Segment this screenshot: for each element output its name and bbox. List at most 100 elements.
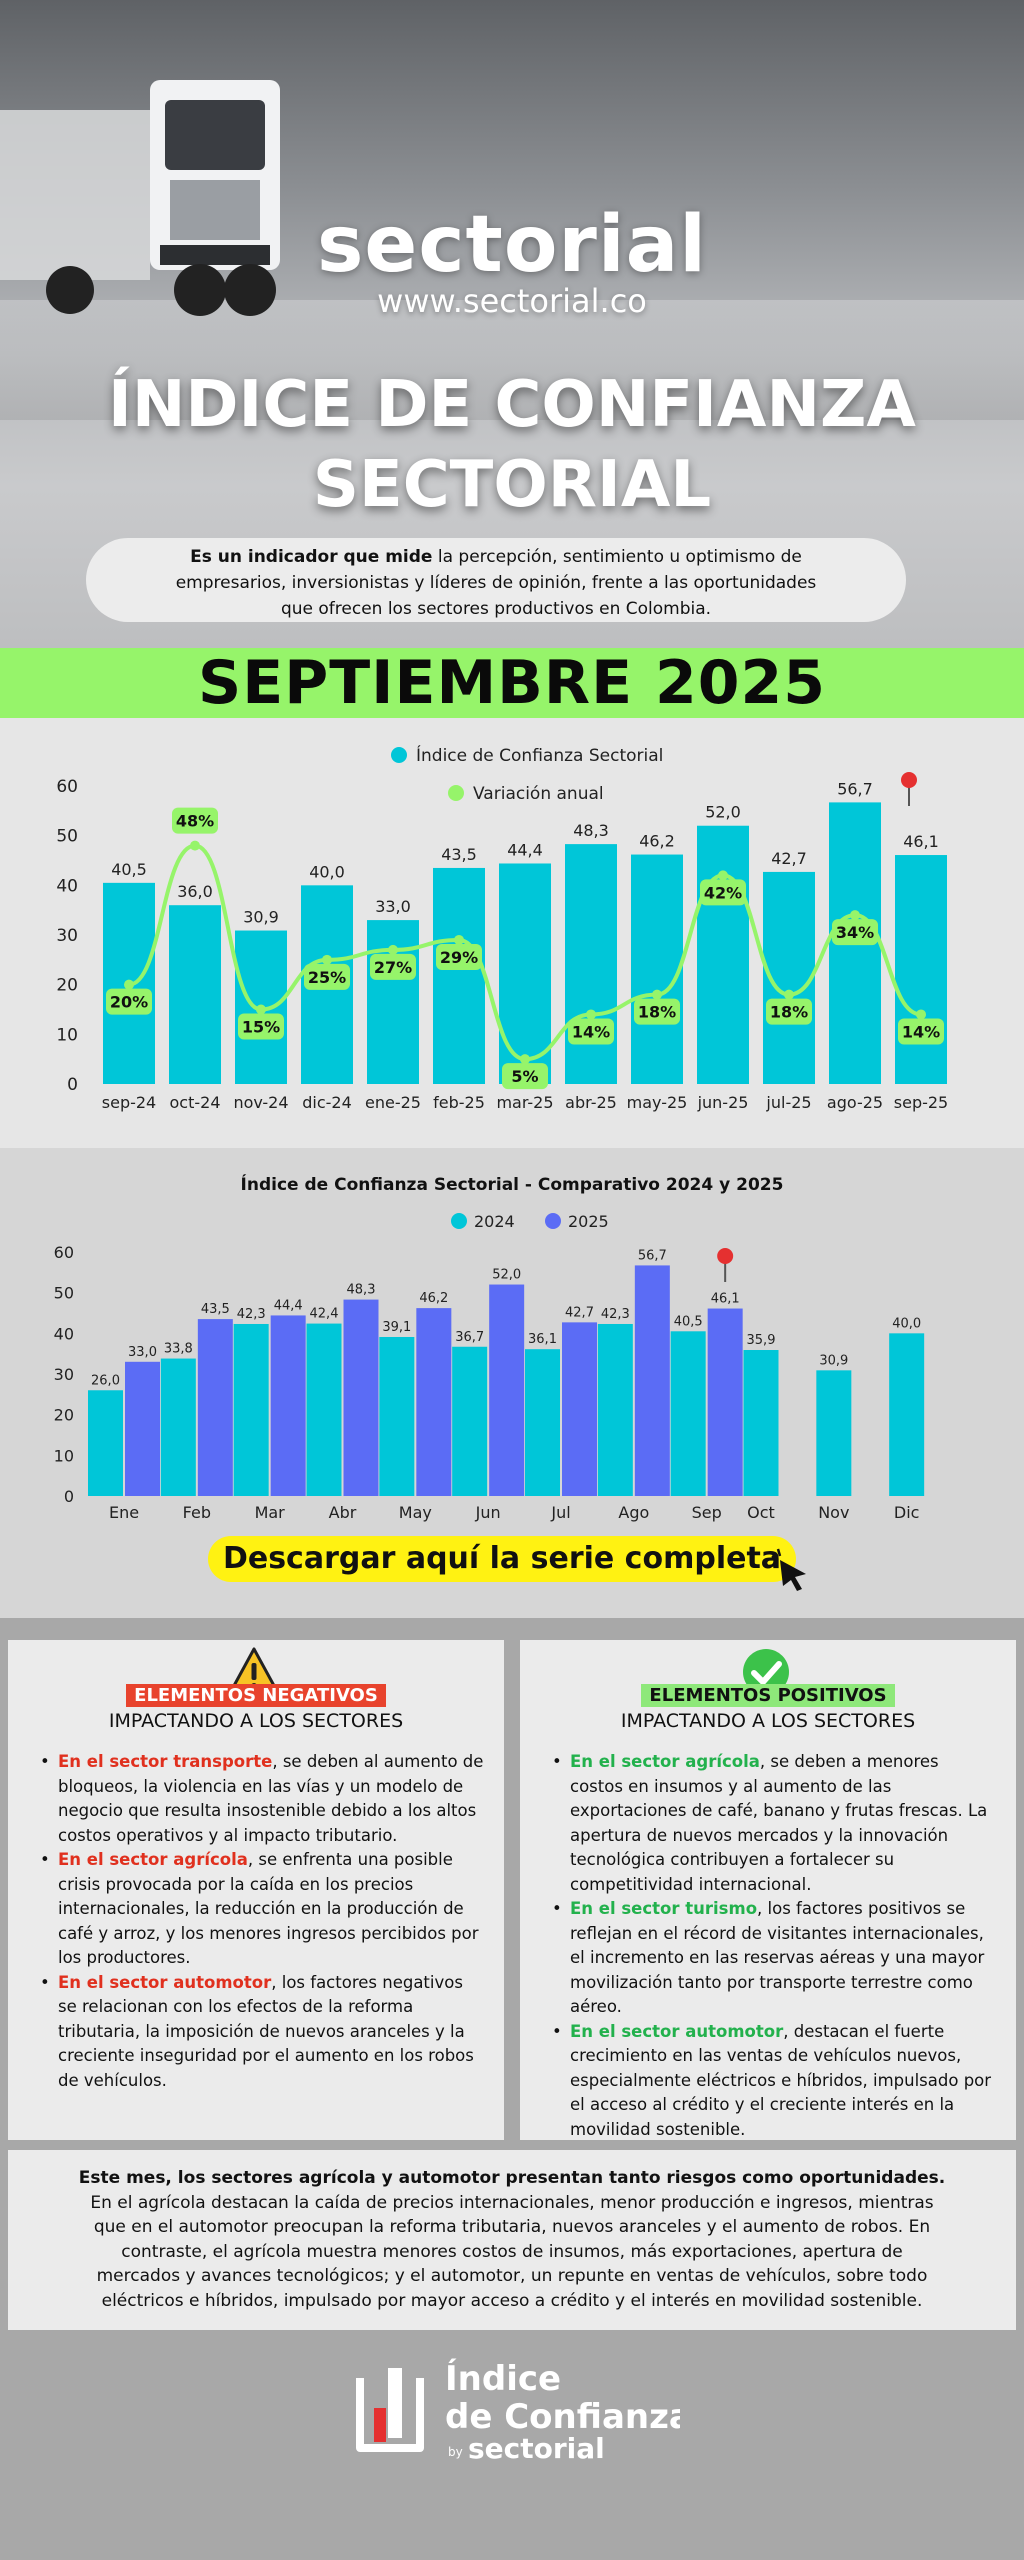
intro-line3: que ofrecen los sectores productivos en … [280,599,712,619]
check-circle-icon [743,1649,789,1695]
list-item: En el sector automotor, los factores neg… [38,1971,484,2094]
x-tick-label: Ene [109,1503,139,1522]
bar-2025 [634,1265,670,1496]
bar-value-label-2024: 40,0 [892,1316,921,1331]
positive-tag: ELEMENTOS POSITIVOS [641,1684,895,1707]
line-point-variation [124,979,134,990]
negative-subtitle: IMPACTANDO A LOS SECTORES [108,1710,404,1732]
variation-label-bg [436,943,482,970]
bar-value-label-2024: 42,3 [601,1307,630,1322]
bar-2025 [416,1308,452,1496]
negative-tag: ELEMENTOS NEGATIVOS [126,1684,386,1707]
download-series-button[interactable]: Descargar aquí la serie completa [208,1536,796,1582]
bar-2024 [889,1333,925,1496]
positive-elements-panel: ELEMENTOS POSITIVOS IMPACTANDO A LOS SEC… [520,1640,1016,2140]
chart-title: Índice de Confianza Sectorial - Comparat… [241,1173,784,1195]
truck-image [0,80,280,316]
bar-2025 [707,1308,743,1496]
variation-label: 20% [110,993,148,1012]
list-item: En el sector agrícola, se deben a menore… [550,1750,996,1897]
legend-label-index: Índice de Confianza Sectorial [416,744,663,766]
bar-value-label: 42,7 [771,849,807,868]
x-tick-label: Oct [747,1503,775,1522]
positive-subtitle: IMPACTANDO A LOS SECTORES [620,1710,916,1732]
y-tick-label: 60 [56,777,78,797]
summary-body: En el agrícola destacan la caída de prec… [90,2192,934,2311]
x-tick-label: jul-25 [765,1093,811,1112]
bar-value-label-2025: 52,0 [492,1268,521,1283]
bar-2024 [816,1370,852,1496]
bar-value-label-2024: 33,8 [164,1342,193,1357]
footer-brand: sectorial [468,2432,605,2465]
positive-list: En el sector agrícola, se deben a menore… [550,1750,996,2142]
x-tick-label: ago-25 [827,1093,883,1112]
chart-comparative: Índice de Confianza Sectorial - Comparat… [0,1148,1024,1618]
list-item: En el sector agrícola, se enfrenta una p… [38,1848,484,1971]
location-pin-icon [717,1248,734,1282]
variation-label: 25% [308,968,346,987]
variation-label: 14% [572,1022,610,1041]
title-line-1: ÍNDICE DE CONFIANZA [108,368,916,442]
line-point-variation [256,1004,266,1015]
line-point-variation [718,870,728,881]
bar-value-label: 36,0 [177,882,213,901]
bar-2025 [562,1322,597,1496]
variation-label-bg [568,1018,614,1045]
variation-label-bg [766,998,812,1025]
bar-value-label-2025: 56,7 [638,1248,667,1263]
footer-by: by [448,2445,463,2459]
list-item: En el sector transporte, se deben al aum… [38,1750,484,1848]
y-tick-label: 20 [54,1406,74,1425]
bar-index [367,920,419,1084]
variation-label-bg [172,807,218,834]
list-item: En el sector turismo, los factores posit… [550,1897,996,2020]
variation-label-bg [304,963,350,990]
bar-value-label-2024: 30,9 [819,1353,848,1368]
line-point-variation [784,989,794,1000]
bar-2024 [160,1358,196,1496]
bar-value-label-2024: 42,4 [310,1307,339,1322]
bar-value-label-2025: 46,1 [711,1292,740,1307]
x-tick-label: mar-25 [496,1093,553,1112]
bar-value-label-2024: 36,1 [528,1332,557,1347]
legend-label-2024: 2024 [474,1212,515,1231]
legend-marker-index [391,747,407,763]
sector-name: En el sector automotor [58,1972,272,1992]
bar-value-label: 30,9 [243,908,279,927]
bar-value-label-2025: 42,7 [565,1305,594,1320]
bar-value-label-2025: 43,5 [201,1302,230,1317]
bar-2024 [525,1349,560,1496]
bar-value-label-2025: 48,3 [347,1283,376,1298]
x-tick-label: sep-25 [894,1093,948,1112]
month-banner: SEPTIEMBRE 2025 [0,648,1024,718]
x-tick-label: sep-24 [102,1093,156,1112]
sector-text: , destacan el fuerte crecimiento en las … [570,2021,992,2139]
x-tick-label: Nov [818,1503,849,1522]
bar-2024 [379,1336,415,1496]
line-point-variation [322,954,332,965]
hero-banner: sectorial www.sectorial.co ÍNDICE DE CON… [0,0,1024,648]
variation-label: 34% [836,923,874,942]
sector-text: , se enfrenta una posible crisis provoca… [58,1850,479,1967]
bar-index [697,825,749,1084]
legend-label-variation: Variación anual [473,784,604,804]
footer-line1: Índice [445,2358,561,2399]
y-tick-label: 0 [64,1487,74,1506]
sector-text: , los factores negativos se relacionan c… [58,1972,474,2090]
summary-headline: Este mes, los sectores agrícola y automo… [78,2168,946,2188]
bar-index [631,854,683,1084]
bar-2024 [452,1346,488,1496]
brand-url[interactable]: www.sectorial.co [377,282,647,320]
y-tick-label: 50 [56,827,78,847]
bar-2025 [270,1315,306,1496]
bar-index [433,867,485,1084]
legend-marker-variation [448,785,464,801]
cursor-click-icon [768,1548,806,1591]
sector-name: En el sector turismo [570,1899,758,1918]
y-tick-label: 50 [54,1284,74,1303]
bar-value-label: 40,0 [309,862,345,881]
x-tick-label: Ago [618,1503,649,1522]
chart-monthly-index: Índice de Confianza Sectorial Variación a… [0,718,1024,1148]
page-title: ÍNDICE DE CONFIANZA SECTORIAL [0,365,1024,525]
bar-2024 [88,1390,123,1496]
